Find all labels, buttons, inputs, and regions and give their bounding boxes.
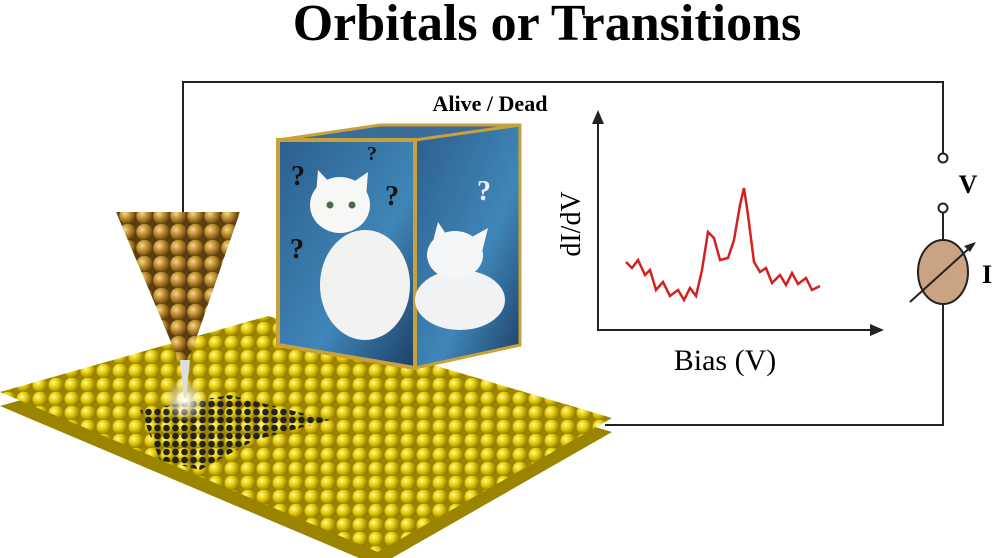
tip-glow: [163, 378, 207, 422]
question-mark: ?: [291, 161, 305, 192]
y-axis-arrow: [592, 110, 604, 124]
terminal: [937, 152, 949, 164]
y-axis-label: dI/dV: [556, 191, 587, 256]
gold-surface: [0, 316, 612, 552]
plot-axes: [597, 118, 878, 331]
terminal: [937, 202, 949, 214]
circuit-wire: [182, 81, 944, 426]
ammeter-arrow: [909, 243, 975, 303]
stm-tip: [116, 212, 240, 368]
current-label: I: [982, 260, 992, 289]
question-mark: ?: [385, 181, 399, 212]
x-axis-label: Bias (V): [674, 344, 776, 377]
cat-dead: [415, 222, 505, 330]
cat-alive: [310, 170, 410, 340]
box-label: Alive / Dead: [433, 91, 548, 116]
ammeter-arrowhead: [964, 242, 976, 252]
question-mark: ?: [367, 143, 377, 165]
question-mark: ?: [477, 176, 491, 207]
question-mark: ?: [290, 234, 304, 265]
voltage-label: V: [959, 170, 978, 199]
tip-apex: [180, 360, 190, 398]
spectrum-curve: [625, 187, 821, 303]
x-axis-arrow: [870, 324, 884, 336]
title: Orbitals or Transitions: [293, 0, 802, 52]
